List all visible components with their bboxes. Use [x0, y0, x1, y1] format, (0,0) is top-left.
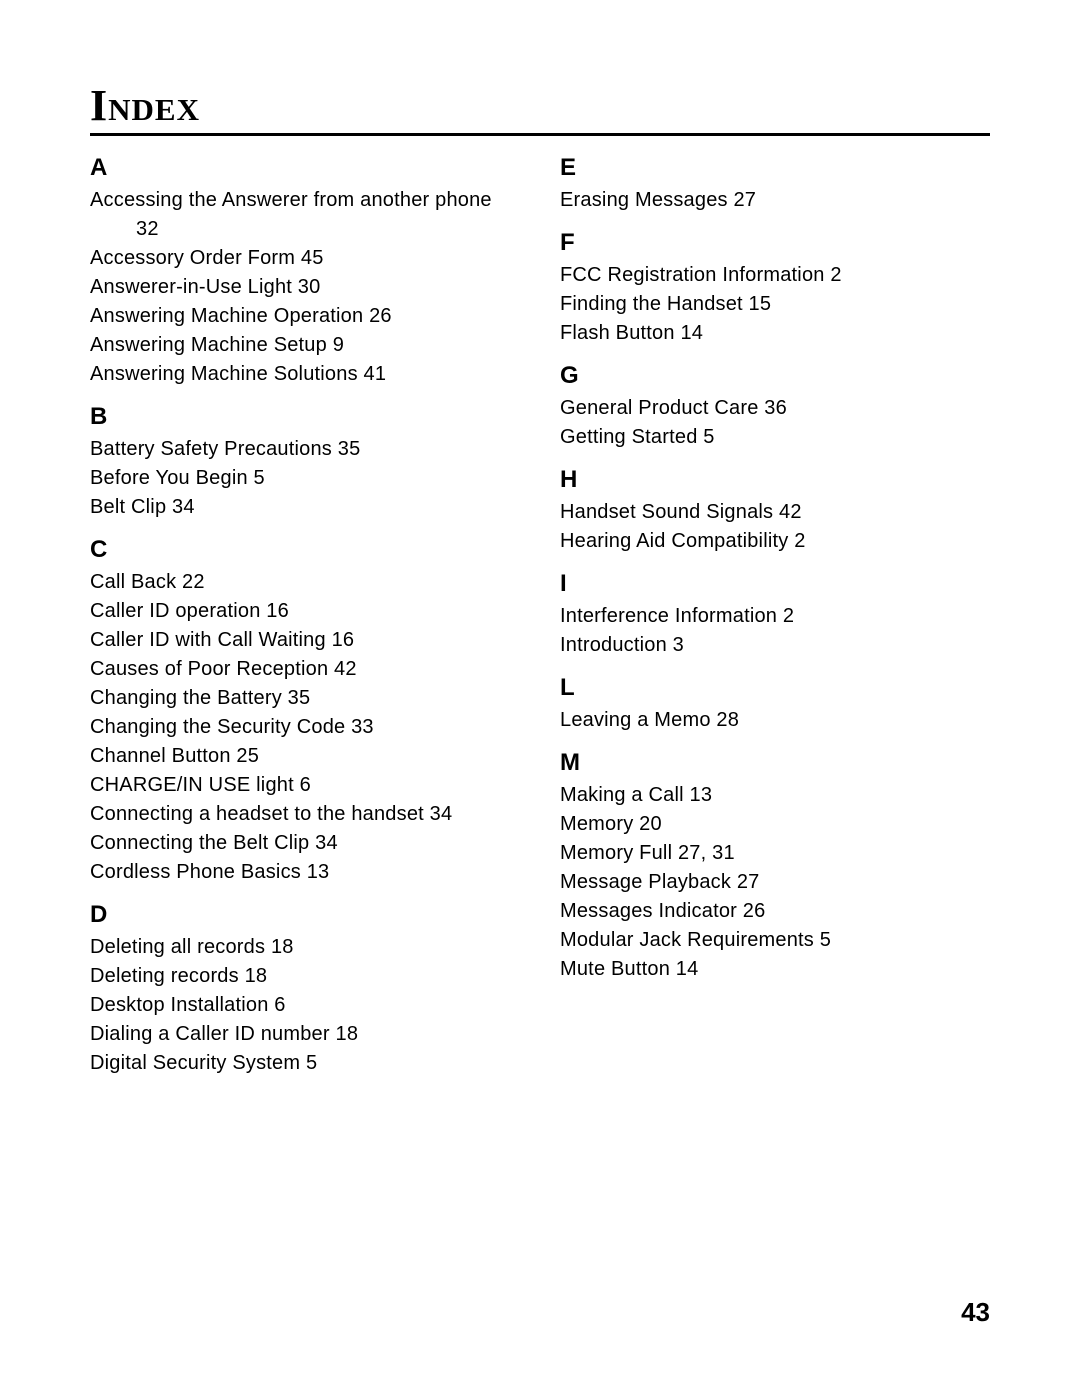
page-number: 43 [961, 1297, 990, 1328]
entry: Before You Begin 5 [90, 464, 520, 493]
page-title: Index [90, 80, 990, 136]
entry: Memory Full 27, 31 [560, 839, 990, 868]
entry: Erasing Messages 27 [560, 186, 990, 215]
entry: Hearing Aid Compatibility 2 [560, 527, 990, 556]
heading-l: L [560, 674, 990, 702]
index-page: Index A Accessing the Answerer from anot… [0, 0, 1080, 1374]
entry: Message Playback 27 [560, 868, 990, 897]
left-column: A Accessing the Answerer from another ph… [90, 154, 520, 1078]
entry: Answering Machine Operation 26 [90, 302, 520, 331]
entry: Battery Safety Precautions 35 [90, 435, 520, 464]
entry: Answering Machine Setup 9 [90, 331, 520, 360]
heading-a: A [90, 154, 520, 182]
heading-d: D [90, 901, 520, 929]
entry: Answering Machine Solutions 41 [90, 360, 520, 389]
heading-b: B [90, 403, 520, 431]
entry: Deleting records 18 [90, 962, 520, 991]
entry: Getting Started 5 [560, 423, 990, 452]
entry: Cordless Phone Basics 13 [90, 858, 520, 887]
entry: Caller ID operation 16 [90, 597, 520, 626]
entry: Dialing a Caller ID number 18 [90, 1020, 520, 1049]
entry: Making a Call 13 [560, 781, 990, 810]
heading-f: F [560, 229, 990, 257]
heading-h: H [560, 466, 990, 494]
entry: Memory 20 [560, 810, 990, 839]
heading-e: E [560, 154, 990, 182]
entry: Deleting all records 18 [90, 933, 520, 962]
entry: Changing the Security Code 33 [90, 713, 520, 742]
right-column: E Erasing Messages 27 F FCC Registration… [560, 154, 990, 1078]
entry: Mute Button 14 [560, 955, 990, 984]
entry: Accessory Order Form 45 [90, 244, 520, 273]
entry: Digital Security System 5 [90, 1049, 520, 1078]
entry: Belt Clip 34 [90, 493, 520, 522]
entry: CHARGE/IN USE light 6 [90, 771, 520, 800]
entry: Connecting the Belt Clip 34 [90, 829, 520, 858]
heading-c: C [90, 536, 520, 564]
index-columns: A Accessing the Answerer from another ph… [90, 154, 990, 1078]
entry: Interference Information 2 [560, 602, 990, 631]
entry: Accessing the Answerer from another phon… [90, 186, 520, 244]
entry: Handset Sound Signals 42 [560, 498, 990, 527]
entry: Leaving a Memo 28 [560, 706, 990, 735]
entry: Channel Button 25 [90, 742, 520, 771]
entry: Answerer-in-Use Light 30 [90, 273, 520, 302]
entry: Causes of Poor Reception 42 [90, 655, 520, 684]
entry: Desktop Installation 6 [90, 991, 520, 1020]
entry: Finding the Handset 15 [560, 290, 990, 319]
entry: Caller ID with Call Waiting 16 [90, 626, 520, 655]
entry: Call Back 22 [90, 568, 520, 597]
heading-i: I [560, 570, 990, 598]
entry: FCC Registration Information 2 [560, 261, 990, 290]
entry: Connecting a headset to the handset 34 [90, 800, 520, 829]
entry: Introduction 3 [560, 631, 990, 660]
entry: Modular Jack Requirements 5 [560, 926, 990, 955]
entry: General Product Care 36 [560, 394, 990, 423]
heading-g: G [560, 362, 990, 390]
heading-m: M [560, 749, 990, 777]
entry: Changing the Battery 35 [90, 684, 520, 713]
entry: Flash Button 14 [560, 319, 990, 348]
entry: Messages Indicator 26 [560, 897, 990, 926]
